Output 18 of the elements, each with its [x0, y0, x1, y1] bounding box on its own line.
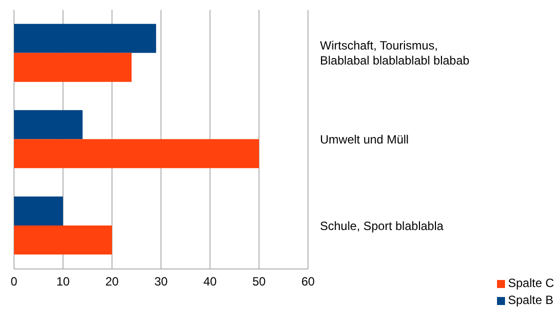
x-tick-label: 0 — [10, 274, 18, 289]
bar — [14, 139, 259, 168]
bar — [14, 110, 83, 140]
legend-label: Spalte C — [508, 275, 554, 292]
x-tick-label: 20 — [105, 274, 119, 289]
bar — [14, 52, 132, 82]
x-tick-label: 60 — [301, 274, 315, 289]
bar — [14, 196, 63, 226]
y-tick-label: Wirtschaft, Tourismus, Blablabal blablablabl blabab — [320, 38, 470, 68]
y-tick-label: Schule, Sport blablabla — [320, 218, 444, 233]
x-tick-label: 30 — [154, 274, 168, 289]
x-tick-label: 10 — [56, 274, 70, 289]
y-tick-label: Umwelt und Müll — [320, 132, 409, 146]
x-tick-label: 40 — [203, 274, 217, 289]
legend-label: Spalte B — [508, 292, 554, 309]
bar — [14, 24, 156, 53]
x-tick-label: 50 — [252, 274, 266, 289]
bar — [14, 225, 112, 254]
